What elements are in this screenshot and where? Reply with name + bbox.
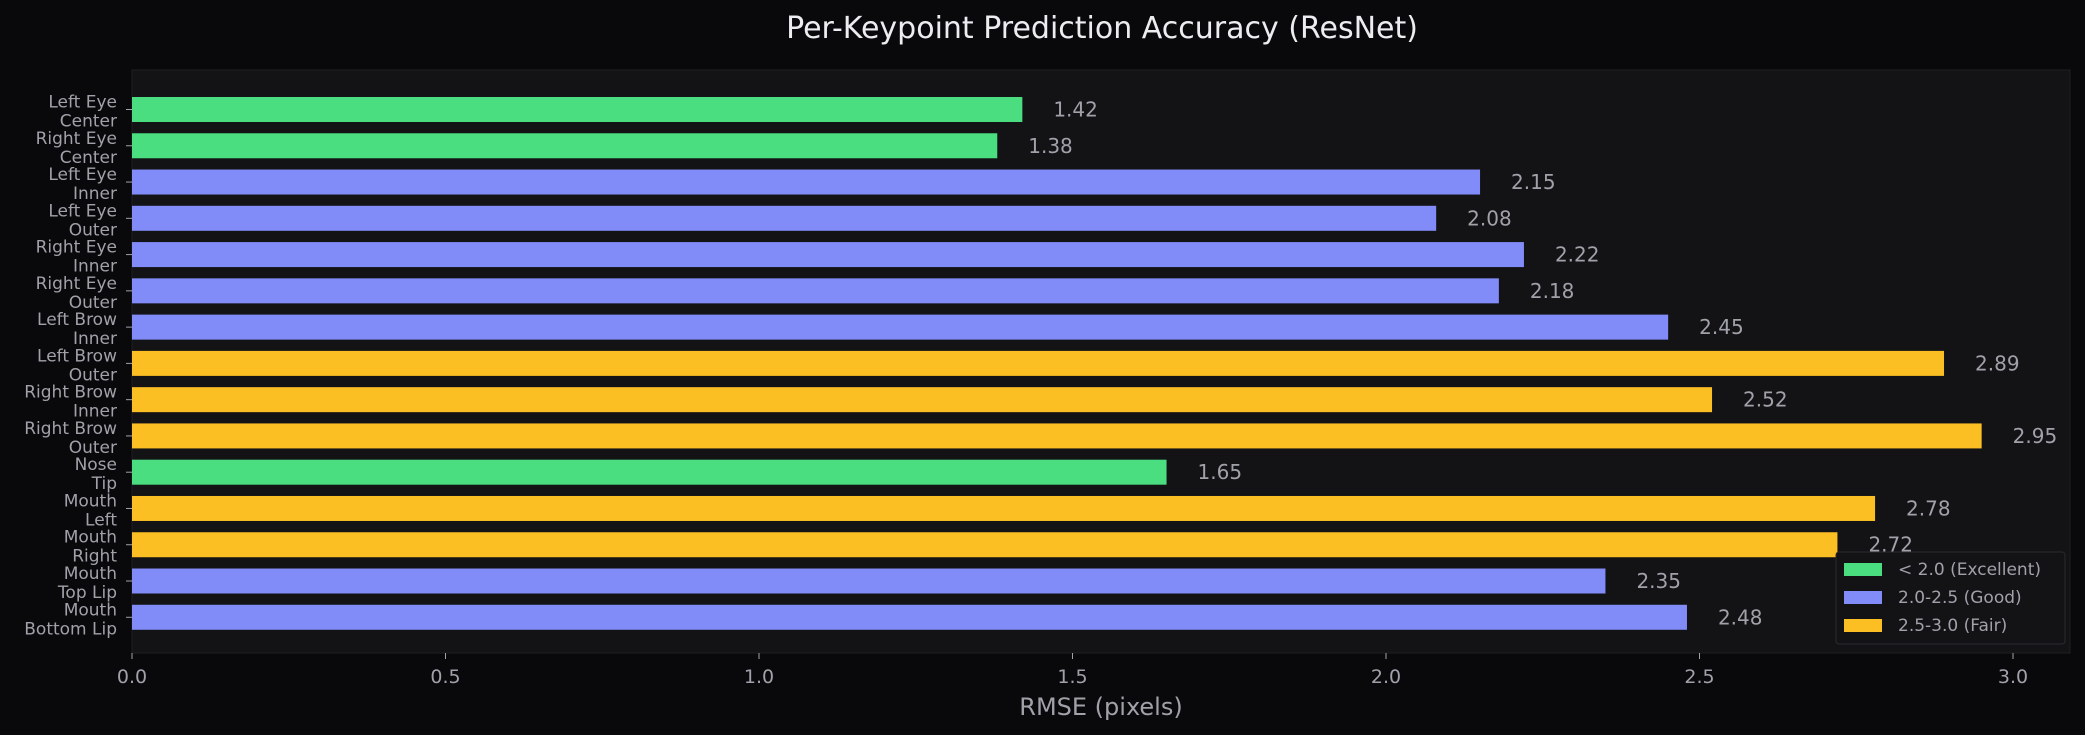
x-tick-label: 0.0 <box>117 666 147 688</box>
x-tick-label: 0.5 <box>430 666 460 688</box>
bar-value-label: 1.65 <box>1198 460 1243 484</box>
y-tick-label: Right Eye <box>36 238 117 258</box>
bar-value-label: 2.78 <box>1906 496 1951 520</box>
bar <box>132 97 1023 122</box>
bar-value-label: 2.95 <box>2013 424 2058 448</box>
y-tick-label: Right Eye <box>36 274 117 294</box>
legend: < 2.0 (Excellent) 2.0-2.5 (Good) 2.5-3.0 (… <box>1835 551 2066 645</box>
y-tick-label: Outer <box>69 293 117 313</box>
y-tick-label: Left Eye <box>48 93 117 113</box>
bar-value-label: 2.15 <box>1511 170 1556 194</box>
y-tick-label: Left Eye <box>48 201 117 221</box>
legend-box <box>1835 551 2066 645</box>
y-tick-label: Outer <box>69 220 117 240</box>
legend-swatch <box>1844 619 1882 632</box>
bar-value-label: 2.18 <box>1530 279 1575 303</box>
y-tick-label: Mouth <box>64 564 117 584</box>
y-tick-label: Inner <box>73 184 117 204</box>
bar <box>132 568 1606 594</box>
bars-layer: 1.42 1.38 2.15 2.08 2.22 2.18 2.45 2.89 2.52 2.95… <box>132 97 2057 630</box>
y-tick-label: Nose <box>75 455 117 475</box>
y-tick-label: Right Eye <box>36 129 117 149</box>
y-tick-label: Outer <box>69 365 117 385</box>
legend-label: < 2.0 (Excellent) <box>1898 560 2041 580</box>
y-tick-label: Mouth <box>64 528 117 548</box>
y-tick-label: Center <box>60 112 117 132</box>
y-tick-label: Tip <box>91 474 117 494</box>
bar <box>132 278 1499 304</box>
y-tick-label: Right Brow <box>24 419 117 439</box>
y-tick-label: Right <box>72 547 117 567</box>
bar-value-label: 2.22 <box>1555 243 1600 267</box>
x-tick-label: 3.0 <box>1998 666 2028 688</box>
x-axis-label: RMSE (pixels) <box>1019 693 1182 721</box>
bar <box>132 532 1838 558</box>
y-tick-label: Left <box>85 510 117 530</box>
y-tick-label: Left Brow <box>37 346 117 366</box>
y-tick-label: Bottom Lip <box>24 619 117 639</box>
bar <box>132 350 1945 376</box>
bar-value-label: 1.38 <box>1028 134 1073 158</box>
bar <box>132 459 1167 485</box>
y-tick-label: Inner <box>73 402 117 422</box>
x-tick-label: 2.0 <box>1371 666 1401 688</box>
bar-value-label: 2.35 <box>1636 569 1681 593</box>
y-tick-label: Inner <box>73 329 117 349</box>
legend-label: 2.0-2.5 (Good) <box>1898 588 2022 608</box>
bar-value-label: 1.42 <box>1053 98 1098 122</box>
x-tick-label: 1.0 <box>744 666 774 688</box>
bar <box>132 604 1687 630</box>
x-tick-label: 2.5 <box>1684 666 1714 688</box>
y-tick-label: Outer <box>69 438 117 458</box>
legend-label: 2.5-3.0 (Fair) <box>1898 616 2007 636</box>
bar-value-label: 2.52 <box>1743 388 1788 412</box>
legend-swatch <box>1844 591 1882 604</box>
bar <box>132 133 998 159</box>
y-tick-label: Center <box>60 148 117 168</box>
bar <box>132 314 1669 340</box>
bar-value-label: 2.48 <box>1718 605 1763 629</box>
bar-value-label: 2.89 <box>1975 351 2020 375</box>
y-tick-label: Inner <box>73 257 117 277</box>
bar <box>132 423 1982 449</box>
chart-title: Per-Keypoint Prediction Accuracy (ResNet… <box>786 11 1418 46</box>
bar <box>132 495 1876 521</box>
y-tick-label: Left Eye <box>48 165 117 185</box>
bar <box>132 387 1713 413</box>
bar <box>132 242 1524 268</box>
bar <box>132 205 1437 231</box>
bar-value-label: 2.08 <box>1467 206 1512 230</box>
bar-value-label: 2.45 <box>1699 315 1744 339</box>
y-tick-label: Mouth <box>64 600 117 620</box>
y-tick-label: Right Brow <box>24 383 117 403</box>
y-tick-label: Mouth <box>64 491 117 511</box>
bar <box>132 169 1481 195</box>
x-axis: 0.0 0.5 1.0 1.5 2.0 2.5 3.0 <box>117 653 2028 688</box>
legend-swatch <box>1844 563 1882 576</box>
y-tick-label: Left Brow <box>37 310 117 330</box>
x-tick-label: 1.5 <box>1057 666 1087 688</box>
y-tick-label: Top Lip <box>57 583 117 603</box>
